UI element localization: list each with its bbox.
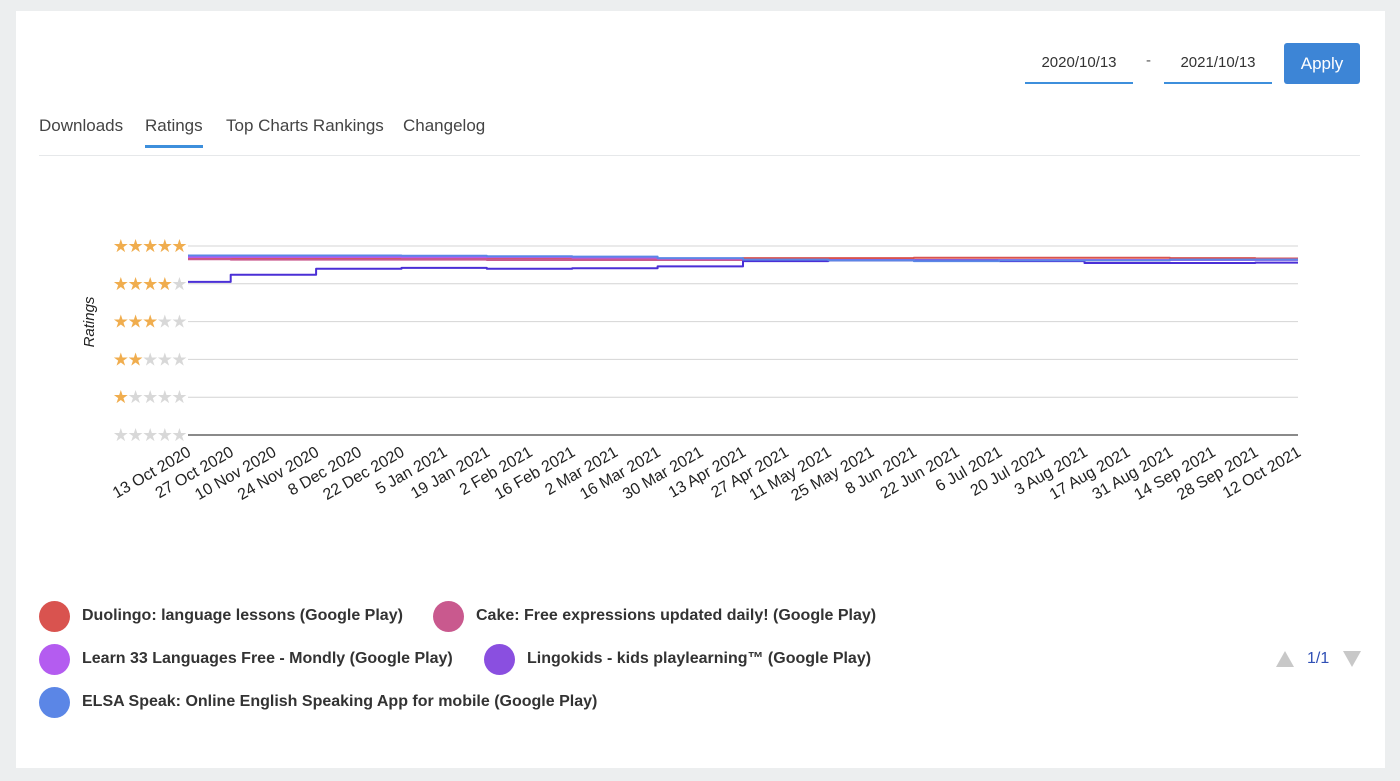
legend-dot	[39, 601, 70, 632]
y-tick-label-4-stars: ★★★★★	[113, 274, 187, 295]
y-tick-label-1-stars: ★★★★★	[113, 387, 187, 408]
page-down-icon[interactable]	[1343, 651, 1361, 667]
legend-label: Lingokids - kids playlearning™ (Google P…	[527, 650, 872, 667]
legend-dot	[484, 644, 515, 675]
y-axis-title: Ratings	[81, 296, 98, 347]
date-separator: -	[1146, 52, 1151, 69]
legend-label: ELSA Speak: Online English Speaking App …	[82, 693, 598, 710]
tab-divider	[39, 155, 1360, 156]
series-line-4	[188, 254, 1298, 263]
y-tick-label-3-stars: ★★★★★	[113, 312, 187, 333]
ratings-line-chart: ★★★★★★★★★★★★★★★★★★★★★★★★★★★★★★Ratings13 …	[81, 236, 1304, 505]
legend-label: Learn 33 Languages Free - Mondly (Google…	[82, 650, 453, 667]
y-tick-label-2-stars: ★★★★★	[113, 349, 187, 370]
page-indicator: 1/1	[1307, 650, 1330, 667]
legend-dot	[39, 644, 70, 675]
page-up-icon[interactable]	[1276, 651, 1294, 667]
tab-downloads[interactable]: Downloads	[39, 116, 124, 135]
start-date-field[interactable]: 2020/10/13	[1025, 52, 1133, 84]
tab-top-charts-rankings[interactable]: Top Charts Rankings	[226, 116, 384, 135]
tab-ratings[interactable]: Ratings	[145, 116, 203, 148]
ratings-panel: 2020/10/13 - 2021/10/13 Apply	[16, 11, 1385, 768]
legend-dot	[39, 687, 70, 718]
legend-dot	[433, 601, 464, 632]
series-line-3	[188, 259, 1298, 283]
tab-changelog[interactable]: Changelog	[403, 116, 486, 135]
end-date-field[interactable]: 2021/10/13	[1164, 52, 1272, 84]
apply-button[interactable]: Apply	[1284, 43, 1360, 84]
y-tick-label-0-stars: ★★★★★	[113, 425, 187, 446]
legend-label: Cake: Free expressions updated daily! (G…	[476, 607, 877, 624]
y-tick-label-5-stars: ★★★★★	[113, 236, 187, 257]
legend-label: Duolingo: language lessons (Google Play)	[82, 607, 403, 624]
